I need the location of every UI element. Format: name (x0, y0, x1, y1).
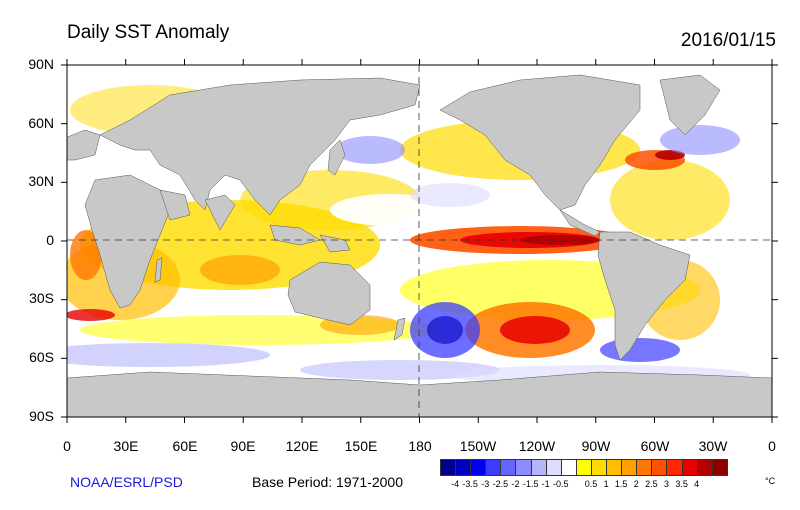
lon-label-120w: 120W (518, 438, 556, 454)
lat-label-0: 0 (46, 232, 54, 248)
axis-ticks (61, 59, 778, 423)
lon-label-60w: 60W (640, 438, 670, 454)
colorbar-tick-label: 2 (633, 479, 639, 489)
lon-label-0-west: 0 (63, 438, 71, 454)
colorbar-tick-label: 0.5 (584, 479, 598, 489)
colorbar-swatch (636, 459, 653, 476)
colorbar-tick-label: -3 (481, 479, 490, 489)
lat-label-60s: 60S (29, 349, 54, 365)
colorbar-tick-label: 1 (603, 479, 609, 489)
colorbar-swatch (455, 459, 472, 476)
colorbar-swatch (711, 459, 728, 476)
lat-label-30s: 30S (29, 290, 54, 306)
colorbar-tick-label: 2.5 (645, 479, 658, 489)
colorbar-tick-label: 1.5 (614, 479, 628, 489)
lat-label-60n: 60N (28, 115, 54, 131)
colorbar-swatch (530, 459, 547, 476)
lon-label-90w: 90W (581, 438, 611, 454)
colorbar-tick-label: 3 (663, 479, 669, 489)
colorbar-swatch (575, 459, 592, 476)
lon-label-180: 180 (408, 438, 432, 454)
colorbar-tick-label: -1.5 (522, 479, 539, 489)
colorbar-tick-label: -1 (541, 479, 550, 489)
colorbar-swatch (666, 459, 683, 476)
colorbar-swatch (485, 459, 502, 476)
colorbar-swatch (621, 459, 638, 476)
lat-label-90s: 90S (29, 408, 54, 424)
base-period: Base Period: 1971-2000 (252, 474, 403, 490)
lon-label-120e: 120E (285, 438, 319, 454)
colorbar-swatch (515, 459, 532, 476)
lon-label-150e: 150E (344, 438, 378, 454)
map-date: 2016/01/15 (680, 30, 776, 51)
map-title: Daily SST Anomaly (67, 22, 230, 43)
colorbar-swatch (651, 459, 668, 476)
colorbar-swatch (500, 459, 517, 476)
colorbar-tick-label: -2 (511, 479, 520, 489)
colorbar-swatch (470, 459, 487, 476)
lat-label-30n: 30N (28, 173, 54, 189)
colorbar-swatch (560, 459, 577, 476)
colorbar-tick-label: 3.5 (675, 479, 688, 489)
credit-link[interactable]: NOAA/ESRL/PSD (70, 474, 183, 490)
land-masses (67, 74, 772, 417)
lat-label-90n: 90N (28, 56, 54, 72)
colorbar-swatch (606, 459, 623, 476)
lon-label-30e: 30E (113, 438, 139, 454)
colorbar-swatch (681, 459, 698, 476)
colorbar-swatch (696, 459, 713, 476)
colorbar (440, 459, 728, 476)
lon-label-0-east: 0 (768, 438, 776, 454)
colorbar-tick-label: -0.5 (553, 479, 569, 489)
colorbar-tick-label: -3.5 (462, 479, 478, 489)
lon-label-30w: 30W (698, 438, 728, 454)
lon-label-90e: 90E (230, 438, 256, 454)
colorbar-swatch (545, 459, 562, 476)
colorbar-tick-label: 4 (694, 479, 700, 489)
colorbar-swatch (440, 459, 457, 476)
lon-label-150w: 150W (459, 438, 497, 454)
colorbar-tick-label: -4 (451, 479, 460, 489)
lon-label-60e: 60E (172, 438, 198, 454)
colorbar-tick-label: -2.5 (492, 479, 509, 489)
colorbar-swatch (590, 459, 608, 476)
colorbar-unit: °C (765, 476, 776, 486)
